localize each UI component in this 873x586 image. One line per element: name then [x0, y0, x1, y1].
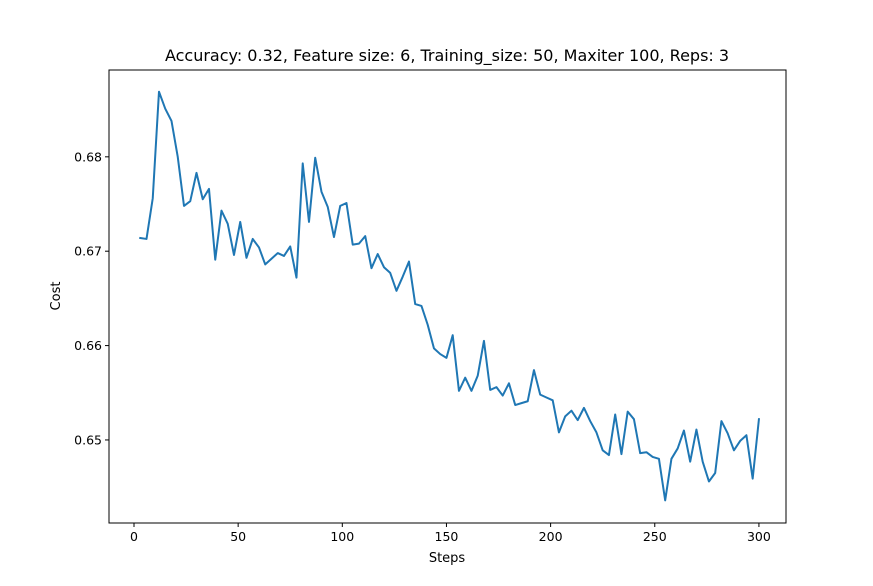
y-tick-label: 0.65 [74, 432, 102, 447]
x-tick-label: 250 [643, 529, 667, 544]
x-axis-label: Steps [429, 551, 466, 566]
series-layer [139, 90, 761, 502]
x-tick-label: 100 [330, 529, 354, 544]
cost-series-line [139, 90, 761, 502]
x-tick-label: 150 [435, 529, 459, 544]
x-tick-label: 0 [130, 529, 138, 544]
x-tick-label: 200 [539, 529, 563, 544]
axes-background [109, 70, 786, 523]
axes-frame [108, 69, 787, 524]
y-axis-ticks: 0.65 0.66 0.67 0.68 [74, 149, 109, 447]
x-axis-ticks: 0 50 100 150 200 250 300 [130, 523, 771, 544]
y-tick-label: 0.66 [74, 338, 102, 353]
x-tick-label: 300 [747, 529, 771, 544]
y-axis-label: Cost [49, 282, 64, 311]
y-tick-label: 0.67 [74, 244, 102, 259]
plot-area: 0 50 100 150 200 250 300 0.65 0.66 0.67 0.68 [74, 69, 787, 544]
y-tick-label: 0.68 [74, 149, 102, 164]
chart-title: Accuracy: 0.32, Feature size: 6, Trainin… [165, 46, 729, 66]
x-tick-label: 50 [230, 529, 246, 544]
